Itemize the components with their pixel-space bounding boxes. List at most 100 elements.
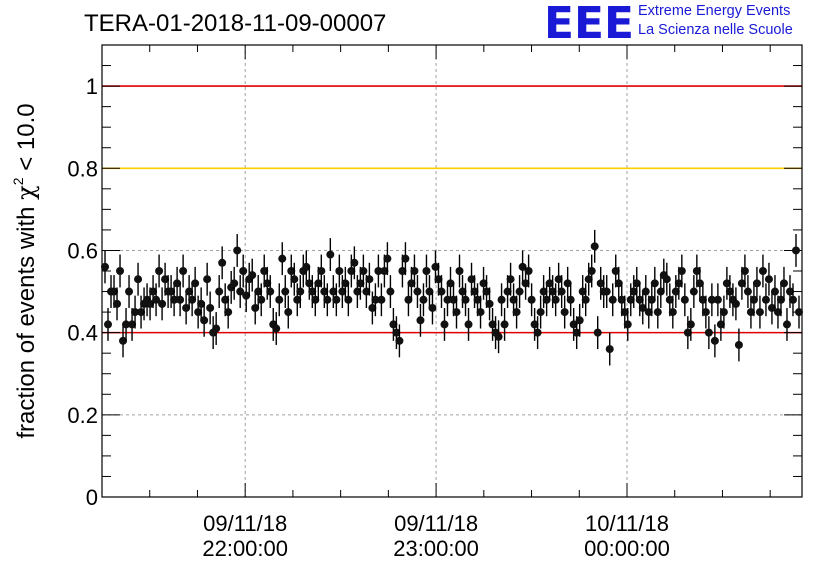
data-point [257, 283, 266, 317]
data-point [290, 262, 299, 296]
data-marker [707, 295, 716, 304]
data-point [587, 254, 596, 288]
data-point [557, 275, 566, 308]
data-marker [737, 279, 746, 288]
data-marker [758, 267, 767, 275]
data-marker [356, 279, 365, 288]
data-marker [278, 254, 287, 263]
y-axis-label: fraction of events with χ2 < 10.0 [2, 103, 40, 438]
data-marker [467, 275, 476, 284]
data-marker [695, 279, 704, 288]
data-point [629, 275, 638, 308]
data-point [353, 275, 362, 308]
data-point [323, 283, 332, 317]
y-tick-label: 0.4 [67, 321, 98, 346]
data-marker [122, 320, 131, 329]
data-marker [656, 287, 665, 296]
data-point [791, 234, 800, 267]
data-marker [608, 295, 617, 304]
data-point [284, 295, 293, 329]
logo-line-2: La Scienza nelle Scuole [638, 22, 793, 38]
data-point [485, 287, 494, 321]
data-point [185, 275, 194, 308]
data-point [794, 295, 803, 329]
data-point [506, 262, 515, 296]
data-marker [536, 308, 545, 317]
data-point [524, 254, 533, 288]
data-marker [287, 267, 296, 275]
y-axis-label-threshold: < 10.0 [13, 103, 40, 170]
data-marker [572, 328, 581, 337]
data-marker [233, 246, 242, 255]
data-marker [353, 287, 362, 296]
data-marker [530, 320, 539, 329]
data-marker [173, 279, 182, 288]
data-marker [137, 308, 146, 317]
data-point [197, 287, 206, 321]
data-point [341, 266, 350, 300]
x-tick-label-time: 23:00:00 [393, 536, 479, 561]
data-point [581, 283, 590, 317]
data-marker [374, 267, 383, 275]
data-point [347, 254, 356, 288]
data-marker [668, 308, 677, 317]
data-marker [470, 287, 479, 296]
data-point [296, 275, 305, 308]
data-marker [761, 295, 770, 304]
data-marker [785, 287, 794, 296]
data-marker [782, 320, 791, 329]
data-point [242, 279, 251, 313]
data-marker [680, 295, 689, 304]
data-marker [533, 328, 542, 337]
data-point [677, 254, 686, 288]
data-marker [302, 262, 311, 271]
data-marker [335, 267, 344, 275]
data-marker [512, 308, 521, 317]
data-marker [641, 287, 650, 296]
data-marker [455, 267, 464, 275]
data-point [383, 242, 392, 276]
data-point [278, 242, 287, 276]
data-marker [266, 287, 275, 296]
data-point [707, 283, 716, 317]
data-point [584, 262, 593, 296]
data-marker [359, 267, 368, 275]
data-marker [755, 308, 764, 317]
data-point [470, 275, 479, 308]
data-marker [377, 295, 386, 304]
data-point [281, 275, 290, 308]
data-marker [314, 279, 323, 288]
data-marker [569, 320, 578, 329]
data-point [545, 266, 554, 300]
data-marker [410, 267, 419, 275]
data-point [539, 275, 548, 308]
data-point [647, 283, 656, 317]
y-tick-label: 0.6 [67, 238, 98, 263]
data-marker [155, 267, 164, 275]
data-marker [581, 295, 590, 304]
data-point [458, 275, 467, 308]
data-point [542, 283, 551, 317]
data-marker [293, 295, 302, 304]
data-point [719, 295, 728, 329]
y-tick-label: 0.2 [67, 403, 98, 428]
data-point [704, 316, 713, 350]
data-marker [308, 287, 317, 296]
data-point [578, 275, 587, 308]
data-point [122, 307, 131, 341]
data-point [389, 307, 398, 341]
data-marker [710, 336, 719, 345]
data-point [500, 307, 509, 341]
data-point [104, 307, 113, 341]
data-point [158, 287, 167, 321]
data-point [230, 266, 239, 300]
x-tick-label-date: 09/11/18 [394, 511, 478, 536]
data-point [215, 275, 224, 308]
y-axis-label-chi: χ [12, 185, 40, 200]
data-point [248, 258, 257, 292]
data-point [635, 283, 644, 317]
data-marker [272, 324, 281, 333]
data-point [710, 324, 719, 358]
data-marker [617, 295, 626, 304]
